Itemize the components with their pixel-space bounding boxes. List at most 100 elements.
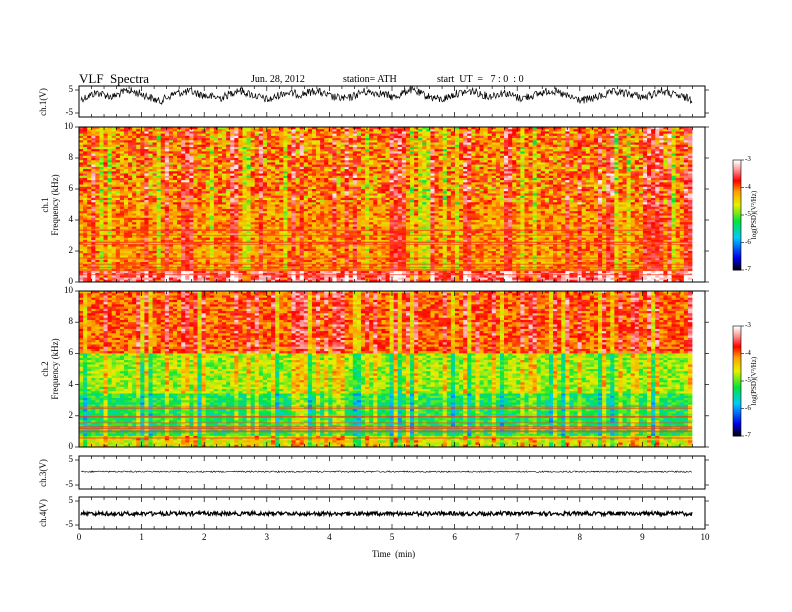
- spectrogram-cell: [635, 129, 639, 132]
- spectrogram-cell: [324, 149, 328, 152]
- spectrogram-cell: [320, 134, 324, 137]
- spectrogram-cell: [439, 138, 443, 141]
- spectrogram-cell: [667, 145, 671, 148]
- spectrogram-cell: [336, 129, 340, 132]
- spectrogram-cell: [95, 134, 99, 137]
- spectrogram-cell: [140, 149, 144, 152]
- spectrogram-cell: [238, 138, 242, 141]
- spectrogram-cell: [328, 149, 332, 152]
- spectrogram-cell: [153, 129, 157, 132]
- spectrogram-cell: [267, 134, 271, 137]
- spectrogram-cell: [336, 145, 340, 148]
- spectrogram-cell: [226, 134, 230, 137]
- spectrogram-cell: [136, 145, 140, 148]
- spectrogram-cell: [373, 129, 377, 132]
- spectrogram-cell: [222, 138, 226, 141]
- spectrogram-cell: [242, 149, 246, 152]
- spectrogram-cell: [173, 138, 177, 141]
- spectrogram-cell: [553, 145, 557, 148]
- spectrogram-cell: [165, 145, 169, 148]
- spectrogram-cell: [120, 134, 124, 137]
- spectrogram-cell: [185, 145, 189, 148]
- spectrogram-cell: [79, 138, 83, 141]
- spectrogram-cell: [402, 138, 406, 141]
- spectrogram-cell: [381, 145, 385, 148]
- spectrogram-cell: [287, 138, 291, 141]
- spectrogram-cell: [475, 138, 479, 141]
- spectrogram-cell: [435, 145, 439, 148]
- spectrogram-cell: [655, 138, 659, 141]
- spectrogram-cell: [623, 129, 627, 132]
- spectrogram-cell: [569, 145, 573, 148]
- spectrogram-cell: [684, 145, 688, 148]
- spectrogram-cell: [569, 129, 573, 132]
- spectrogram-cell: [463, 138, 467, 141]
- spectrogram-cell: [459, 134, 463, 137]
- spectrogram-cell: [140, 134, 144, 137]
- spectrogram-cell: [590, 145, 594, 148]
- spectrogram-cell: [430, 138, 434, 141]
- spectrogram-cell: [332, 134, 336, 137]
- spectrogram-cell: [251, 149, 255, 152]
- spectrogram-cell: [165, 149, 169, 152]
- spectrogram-cell: [627, 145, 631, 148]
- spectrogram-cell: [99, 145, 103, 148]
- spectrogram-cell: [259, 149, 263, 152]
- spectrogram-cell: [422, 138, 426, 141]
- spectrogram-cell: [316, 134, 320, 137]
- spectrogram-cell: [688, 145, 692, 148]
- spectrogram-cell: [684, 129, 688, 132]
- spectrogram-cell: [345, 134, 349, 137]
- spectrogram-cell: [136, 134, 140, 137]
- spectrogram-cell: [214, 129, 218, 132]
- spectrogram-cell: [426, 145, 430, 148]
- spectrogram-cell: [279, 149, 283, 152]
- spectrogram-cell: [557, 129, 561, 132]
- spectrogram-cell: [451, 134, 455, 137]
- spectrogram-cell: [402, 145, 406, 148]
- spectrogram-cell: [631, 138, 635, 141]
- spectrogram-cell: [283, 145, 287, 148]
- spectrogram-cell: [112, 134, 116, 137]
- spectrogram-cell: [365, 129, 369, 132]
- spectrogram-cell: [157, 129, 161, 132]
- spectrogram-cell: [255, 145, 259, 148]
- spectrogram-cell: [116, 149, 120, 152]
- spectrogram-cell: [553, 138, 557, 141]
- spectrogram-cell: [238, 134, 242, 137]
- spectrogram-cell: [688, 138, 692, 141]
- spectrogram-cell: [206, 145, 210, 148]
- spectrogram-cell: [148, 138, 152, 141]
- spectrogram-cell: [529, 134, 533, 137]
- spectrogram-cell: [320, 138, 324, 141]
- spectrogram-cell: [132, 134, 136, 137]
- spectrogram-cell: [214, 134, 218, 137]
- spectrogram-cell: [271, 145, 275, 148]
- spectrogram-cell: [488, 129, 492, 132]
- spectrogram-cell: [394, 129, 398, 132]
- spectrogram-cell: [422, 129, 426, 132]
- spectrogram-cell: [606, 138, 610, 141]
- spectrogram-cell: [222, 145, 226, 148]
- spectrogram-cell: [455, 145, 459, 148]
- spectrogram-cell: [610, 129, 614, 132]
- spectrogram-cell: [87, 138, 91, 141]
- spectrogram-cell: [336, 138, 340, 141]
- spectrogram-cell: [226, 129, 230, 132]
- spectrogram-cell: [308, 149, 312, 152]
- spectrogram-cell: [181, 145, 185, 148]
- spectrogram-cell: [79, 134, 83, 137]
- spectrogram-cell: [206, 138, 210, 141]
- spectrogram-cell: [230, 145, 234, 148]
- spectrogram-cell: [479, 129, 483, 132]
- spectrogram-cell: [99, 134, 103, 137]
- spectrogram-cell: [598, 138, 602, 141]
- spectrogram-cell: [512, 134, 516, 137]
- spectrogram-cell: [418, 138, 422, 141]
- spectrogram-cell: [569, 134, 573, 137]
- spectrogram-cell: [120, 149, 124, 152]
- spectrogram-cell: [292, 134, 296, 137]
- spectrogram-cell: [341, 129, 345, 132]
- spectrogram-cell: [426, 134, 430, 137]
- spectrogram-cell: [467, 129, 471, 132]
